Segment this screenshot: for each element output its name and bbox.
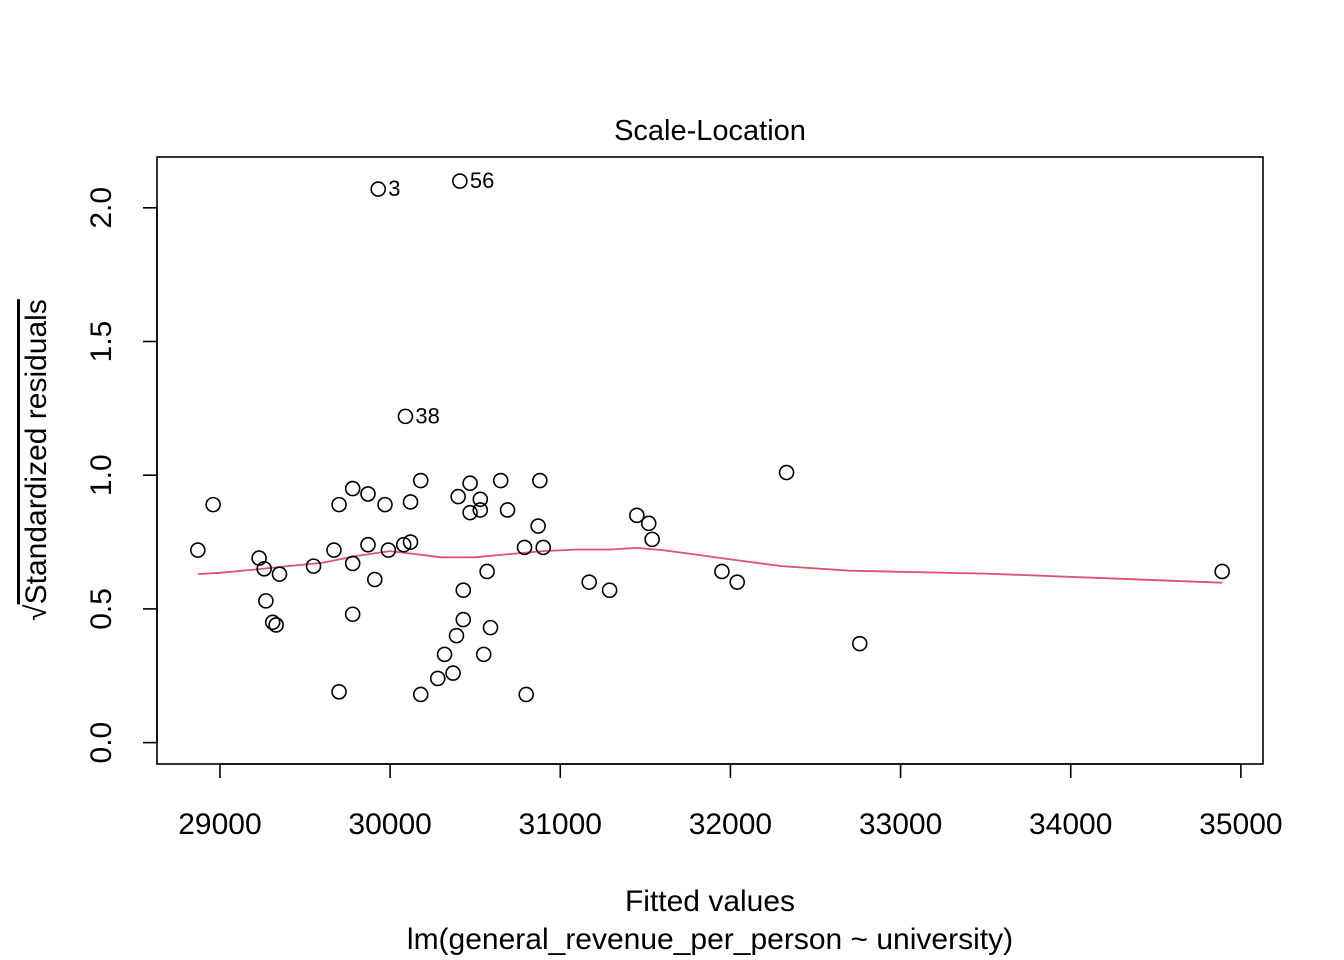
x-tick-label: 29000: [178, 808, 261, 841]
data-point: [429, 670, 446, 687]
data-point: [256, 560, 272, 577]
data-point: [644, 531, 660, 548]
smooth-line: [197, 546, 1223, 584]
x-tick-label: 32000: [689, 808, 772, 841]
x-tick-label: 33000: [859, 808, 942, 841]
data-point: [640, 515, 657, 532]
data-point: [455, 582, 472, 598]
sqrt-symbol: √: [20, 604, 53, 621]
data-point: [436, 646, 453, 663]
data-point: [450, 488, 466, 505]
data-point: [729, 574, 746, 590]
y-tick-label: 0.0: [85, 722, 118, 764]
data-point: [370, 181, 387, 197]
x-axis: 29000 30000 31000 32000 33000 34000 35000: [178, 763, 1283, 841]
y-axis-label: √Standardized residuals: [20, 299, 53, 621]
point-label: 3: [388, 176, 400, 201]
data-point: [380, 542, 397, 558]
data-point: [452, 173, 468, 189]
data-point: [412, 686, 429, 703]
data-point: [472, 502, 489, 518]
data-point: [530, 518, 546, 534]
data-point: [397, 408, 414, 425]
x-axis-label: Fitted values: [625, 885, 795, 918]
data-point: [360, 536, 376, 553]
data-point: [535, 539, 552, 556]
data-point: [516, 539, 533, 556]
x-tick-label: 30000: [348, 808, 431, 841]
y-tick-label: 1.5: [85, 321, 118, 363]
data-point: [462, 475, 478, 492]
data-point: [714, 563, 730, 580]
data-point: [448, 627, 465, 644]
data-point: [271, 566, 288, 582]
data-point: [778, 464, 795, 481]
data-point: [462, 504, 478, 521]
data-point: [482, 619, 499, 636]
x-tick-label: 31000: [519, 808, 602, 841]
data-point: [1214, 563, 1230, 580]
data-point: [344, 606, 361, 623]
data-point: [331, 684, 347, 700]
data-point: [360, 486, 376, 502]
data-point: [366, 571, 383, 588]
data-points: 3 38 56: [190, 168, 1230, 703]
data-point: [268, 617, 284, 633]
data-point: [532, 472, 548, 489]
data-point: [331, 496, 347, 513]
y-axis-label-text: Standardized residuals: [20, 299, 53, 604]
data-point: [499, 502, 516, 518]
data-point: [344, 480, 361, 497]
y-axis-label-group: √Standardized residuals: [20, 299, 53, 621]
data-point: [264, 614, 281, 631]
y-axis: 0.0 0.5 1.0 1.5 2.0: [85, 187, 158, 764]
data-point: [395, 536, 412, 553]
data-point: [205, 496, 221, 513]
y-tick-label: 2.0: [85, 187, 118, 229]
data-point: [190, 542, 206, 558]
data-point: [629, 507, 645, 524]
data-point: [305, 558, 322, 574]
point-label: 38: [415, 403, 439, 428]
data-point: [258, 593, 274, 609]
data-point: [601, 582, 618, 598]
data-point: [851, 635, 868, 652]
plot-frame: [156, 156, 1264, 765]
data-point: [518, 686, 535, 703]
data-point: [326, 542, 342, 558]
data-point: [455, 611, 472, 628]
data-point: [479, 563, 495, 580]
x-axis-sublabel: lm(general_revenue_per_person ~ universi…: [407, 923, 1013, 956]
data-point: [344, 555, 361, 572]
chart-title: Scale-Location: [614, 115, 806, 147]
point-label: 56: [470, 168, 494, 193]
data-point: [402, 534, 419, 550]
data-point: [377, 496, 393, 513]
x-tick-label: 35000: [1199, 808, 1282, 841]
data-point: [492, 472, 509, 489]
y-tick-label: 1.0: [85, 454, 118, 496]
data-point: [412, 472, 429, 489]
data-point: [445, 665, 461, 681]
data-point: [472, 491, 489, 508]
y-tick-label: 0.5: [85, 588, 118, 630]
data-point: [402, 494, 419, 510]
data-point: [581, 574, 597, 590]
x-tick-label: 34000: [1029, 808, 1112, 841]
data-point: [475, 646, 492, 663]
